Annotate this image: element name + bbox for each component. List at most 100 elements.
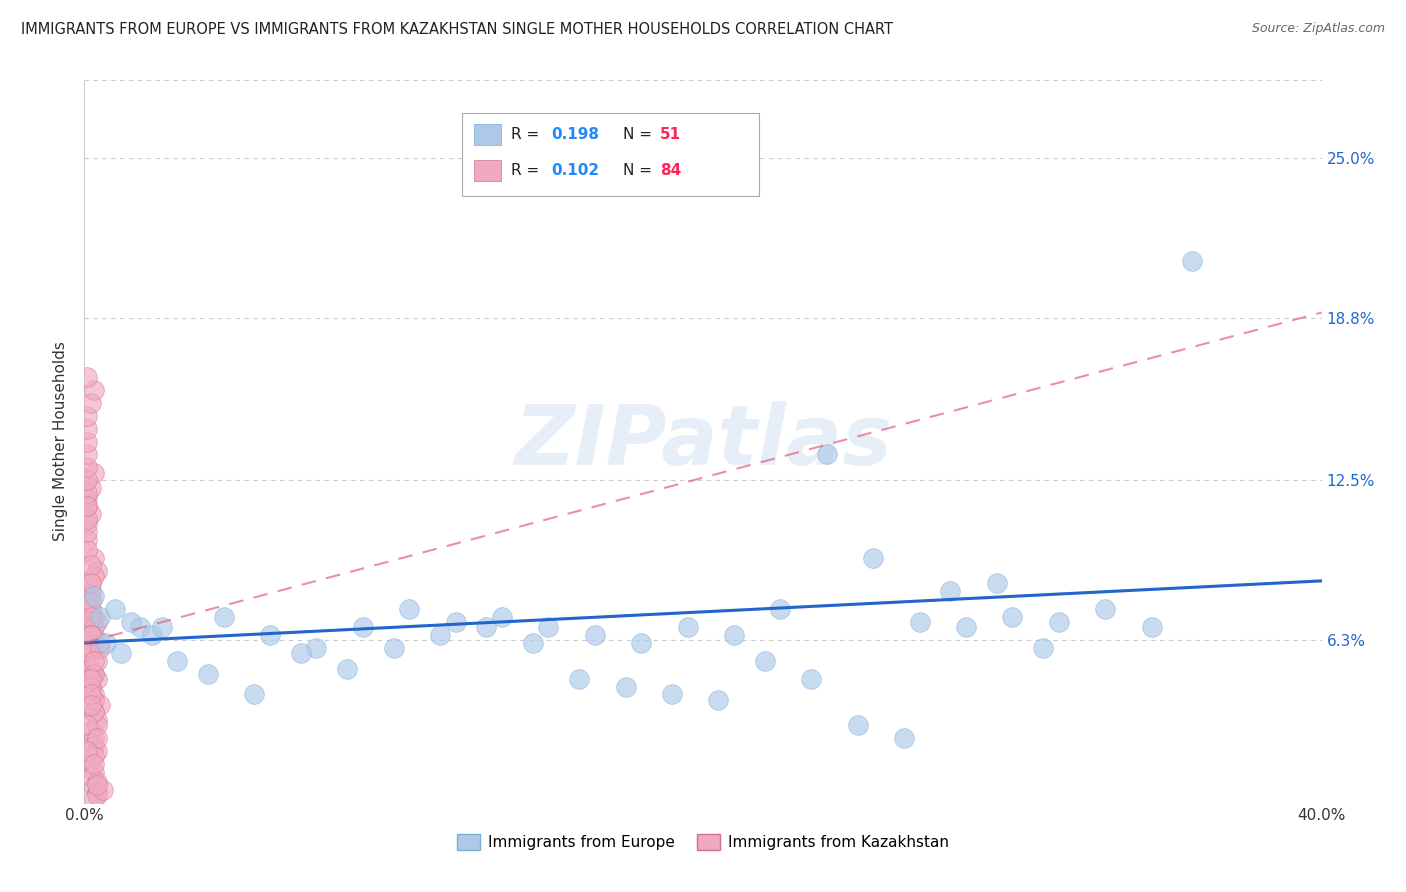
Point: [86, 788, 108, 802]
Point: [212, 610, 235, 624]
Point: [89, 698, 111, 712]
Point: [583, 628, 606, 642]
Point: [79, 576, 101, 591]
Point: [83, 666, 105, 681]
Point: [1032, 640, 1054, 655]
Text: 84: 84: [659, 163, 681, 178]
Point: [79, 698, 101, 712]
Point: [76, 460, 98, 475]
Point: [243, 687, 266, 701]
Point: [76, 486, 98, 500]
Point: [76, 533, 98, 547]
Point: [1094, 602, 1116, 616]
Point: [76, 370, 98, 384]
Text: 0.198: 0.198: [551, 127, 599, 142]
Point: [352, 620, 374, 634]
Point: [83, 790, 105, 805]
Point: [76, 718, 98, 732]
Point: [614, 680, 637, 694]
Point: [110, 646, 132, 660]
Y-axis label: Single Mother Households: Single Mother Households: [53, 342, 69, 541]
Point: [290, 646, 312, 660]
Point: [76, 409, 98, 423]
Point: [908, 615, 931, 630]
Point: [939, 584, 962, 599]
Point: [79, 594, 101, 608]
Point: [86, 564, 108, 578]
Point: [79, 481, 101, 495]
Point: [76, 499, 98, 513]
Point: [305, 640, 328, 655]
Point: [83, 654, 105, 668]
Point: [83, 764, 105, 779]
Point: [86, 713, 108, 727]
Point: [336, 662, 359, 676]
Point: [83, 687, 105, 701]
Point: [79, 770, 101, 784]
Point: [1001, 610, 1024, 624]
Point: [79, 646, 101, 660]
Point: [86, 654, 108, 668]
Point: [86, 744, 108, 758]
Point: [197, 666, 219, 681]
Point: [398, 602, 420, 616]
Point: [79, 590, 101, 604]
Point: [83, 590, 105, 604]
Point: [79, 680, 101, 694]
Point: [754, 654, 776, 668]
Point: [83, 749, 105, 764]
Point: [86, 615, 108, 630]
FancyBboxPatch shape: [461, 112, 759, 196]
Point: [86, 718, 108, 732]
Point: [893, 731, 915, 746]
Point: [259, 628, 281, 642]
Point: [676, 620, 699, 634]
Point: [79, 723, 101, 738]
Point: [79, 662, 101, 676]
Point: [86, 775, 108, 789]
Point: [630, 636, 652, 650]
Point: [79, 584, 101, 599]
Point: [83, 780, 105, 795]
Point: [862, 550, 884, 565]
Point: [79, 396, 101, 410]
Point: [76, 602, 98, 616]
Point: [83, 628, 105, 642]
Point: [79, 672, 101, 686]
Point: [120, 615, 142, 630]
Point: [86, 672, 108, 686]
Point: [76, 524, 98, 539]
Point: [76, 512, 98, 526]
Point: [79, 640, 101, 655]
Point: [76, 473, 98, 487]
Point: [382, 640, 405, 655]
Point: [79, 576, 101, 591]
Point: [846, 718, 869, 732]
Point: [79, 558, 101, 573]
Point: [86, 778, 108, 792]
Point: [76, 491, 98, 506]
Point: [661, 687, 683, 701]
Point: [522, 636, 544, 650]
Text: 0.102: 0.102: [551, 163, 599, 178]
Text: N =: N =: [623, 127, 657, 142]
Point: [707, 692, 730, 706]
Point: [79, 628, 101, 642]
Point: [76, 594, 98, 608]
Point: [79, 610, 101, 624]
Point: [83, 757, 105, 772]
Point: [89, 610, 111, 624]
Point: [86, 731, 108, 746]
Point: [1047, 615, 1070, 630]
Text: 51: 51: [659, 127, 681, 142]
Point: [83, 620, 105, 634]
Point: [76, 654, 98, 668]
Point: [83, 610, 105, 624]
Point: [955, 620, 977, 634]
Point: [83, 706, 105, 720]
Point: [83, 383, 105, 397]
Point: [76, 517, 98, 532]
Text: ZIPatlas: ZIPatlas: [515, 401, 891, 482]
Text: IMMIGRANTS FROM EUROPE VS IMMIGRANTS FROM KAZAKHSTAN SINGLE MOTHER HOUSEHOLDS CO: IMMIGRANTS FROM EUROPE VS IMMIGRANTS FRO…: [21, 22, 893, 37]
Point: [79, 757, 101, 772]
